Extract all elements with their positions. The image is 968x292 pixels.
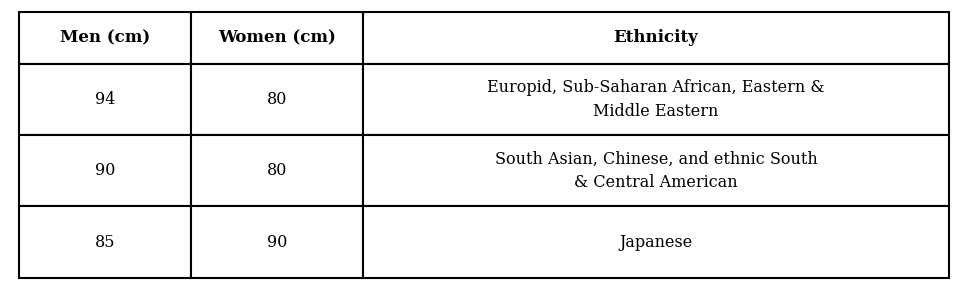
Bar <box>192 12 363 64</box>
Text: 90: 90 <box>267 234 287 251</box>
Text: Japanese: Japanese <box>620 234 692 251</box>
Bar <box>192 206 363 278</box>
Bar <box>192 135 363 206</box>
Bar <box>363 12 949 64</box>
Bar <box>363 64 949 135</box>
Text: 94: 94 <box>95 91 115 108</box>
Bar <box>192 64 363 135</box>
Text: Ethnicity: Ethnicity <box>614 29 698 46</box>
Text: 85: 85 <box>95 234 115 251</box>
Text: Women (cm): Women (cm) <box>219 29 336 46</box>
Text: Men (cm): Men (cm) <box>60 29 150 46</box>
Bar <box>363 135 949 206</box>
Bar <box>19 206 192 278</box>
Bar <box>19 64 192 135</box>
Text: South Asian, Chinese, and ethnic South
& Central American: South Asian, Chinese, and ethnic South &… <box>495 151 817 191</box>
Text: 80: 80 <box>267 91 287 108</box>
Text: 80: 80 <box>267 162 287 179</box>
Bar <box>19 12 192 64</box>
Text: 90: 90 <box>95 162 115 179</box>
Bar <box>19 135 192 206</box>
Bar <box>363 206 949 278</box>
Text: Europid, Sub-Saharan African, Eastern &
Middle Eastern: Europid, Sub-Saharan African, Eastern & … <box>487 79 825 120</box>
